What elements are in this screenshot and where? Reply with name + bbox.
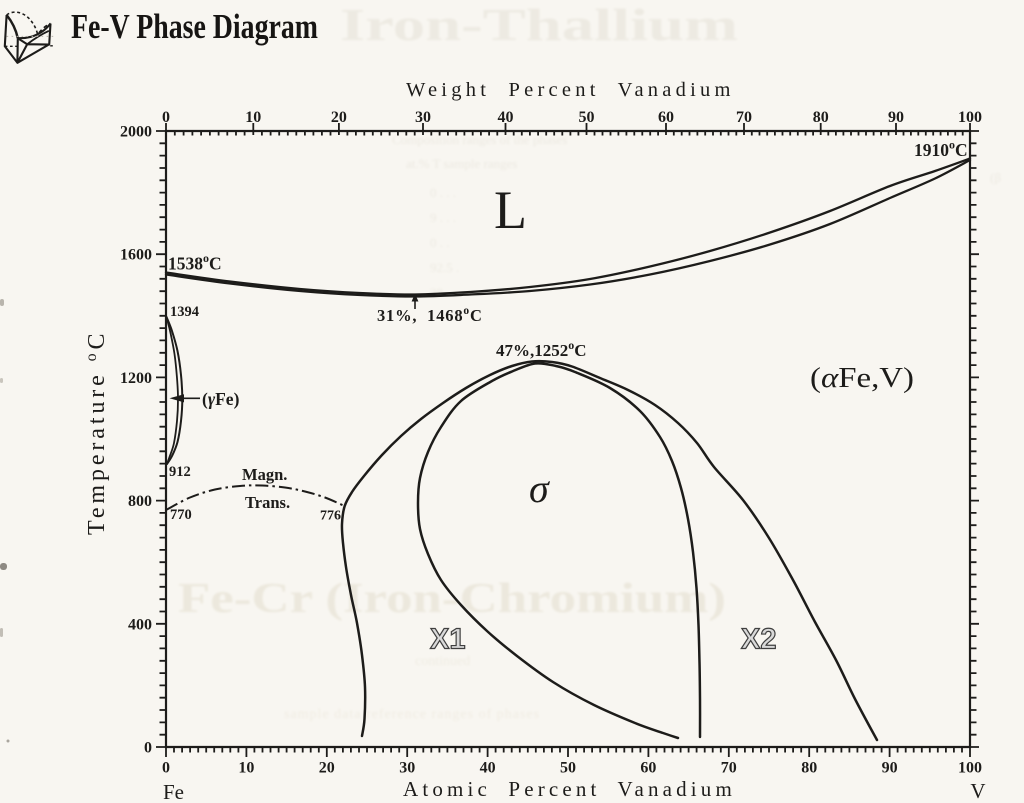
svg-text:(γFe): (γFe) — [202, 389, 240, 409]
svg-text:Magn.: Magn. — [242, 465, 287, 484]
svg-text:σ: σ — [529, 466, 550, 511]
svg-text:continued: continued — [415, 654, 470, 669]
svg-text:Trans.: Trans. — [245, 493, 290, 512]
svg-text:100: 100 — [958, 760, 982, 777]
svg-text:X2: X2 — [741, 624, 776, 656]
svg-text:60: 60 — [640, 760, 656, 777]
svg-text:30: 30 — [399, 760, 415, 777]
svg-text:0: 0 — [162, 760, 170, 777]
svg-text:X1: X1 — [430, 624, 465, 656]
svg-text:30: 30 — [415, 109, 431, 126]
svg-text:Fe-V Phase Diagram: Fe-V Phase Diagram — [71, 7, 318, 46]
svg-text:50: 50 — [560, 760, 576, 777]
svg-text:Atomic Percent Vanadium: Atomic Percent Vanadium — [403, 777, 733, 801]
svg-text:1200: 1200 — [120, 370, 152, 387]
svg-text:Fe-Cr (Iron-Chromium): Fe-Cr (Iron-Chromium) — [178, 576, 726, 622]
svg-text:80: 80 — [801, 760, 817, 777]
svg-text:0 . .: 0 . . — [430, 235, 450, 250]
svg-text:1600: 1600 — [120, 247, 152, 264]
svg-text:sample data reference ranges: sample data reference ranges of phases — [284, 707, 540, 722]
svg-text:40: 40 — [480, 760, 496, 777]
svg-text:31%, 1468oC: 31%, 1468oC — [377, 305, 483, 325]
svg-text:912: 912 — [169, 464, 191, 480]
svg-text:10: 10 — [245, 109, 261, 126]
svg-text:20: 20 — [331, 109, 347, 126]
svg-text:0: 0 — [144, 740, 152, 757]
svg-text:80: 80 — [813, 109, 829, 126]
svg-text:50: 50 — [579, 109, 595, 126]
svg-text:0 . . .: 0 . . . — [430, 185, 456, 200]
svg-text:1910oC: 1910oC — [914, 138, 968, 160]
svg-text:(αFe,V): (αFe,V) — [810, 362, 914, 394]
svg-text:70: 70 — [721, 760, 737, 777]
svg-text:L: L — [494, 180, 527, 240]
svg-text:(β: (β — [990, 170, 1001, 185]
svg-text:Composition ranges of the: Composition ranges of the phases — [392, 132, 567, 147]
svg-text:40: 40 — [498, 109, 514, 126]
svg-text:at.% T sample ranges: at.% T sample ranges — [406, 156, 517, 171]
svg-text:90: 90 — [888, 109, 904, 126]
svg-text:770: 770 — [170, 507, 192, 523]
svg-text:100: 100 — [958, 109, 982, 126]
svg-text:Iron-Thallium: Iron-Thallium — [340, 0, 738, 50]
svg-text:70: 70 — [736, 109, 752, 126]
svg-text:92.5 .: 92.5 . — [430, 260, 459, 275]
svg-text:20: 20 — [319, 760, 335, 777]
svg-text:9 . . .: 9 . . . — [430, 210, 456, 225]
svg-text:1394: 1394 — [170, 304, 199, 320]
svg-text:90: 90 — [882, 760, 898, 777]
svg-text:Fe: Fe — [163, 780, 184, 803]
svg-text:Weight Percent Vanadium: Weight Percent Vanadium — [406, 79, 732, 101]
svg-text:10: 10 — [238, 760, 254, 777]
svg-text:1538oC: 1538oC — [168, 251, 222, 273]
svg-text:2000: 2000 — [120, 124, 152, 141]
svg-text:Temperature oC: Temperature oC — [83, 333, 110, 535]
svg-text:V: V — [970, 779, 985, 803]
svg-text:800: 800 — [128, 493, 152, 510]
svg-text:776: 776 — [320, 509, 341, 524]
svg-text:400: 400 — [128, 616, 152, 633]
svg-text:0: 0 — [162, 109, 170, 126]
svg-text:60: 60 — [658, 109, 674, 126]
svg-text:47%,1252oC: 47%,1252oC — [496, 338, 587, 360]
